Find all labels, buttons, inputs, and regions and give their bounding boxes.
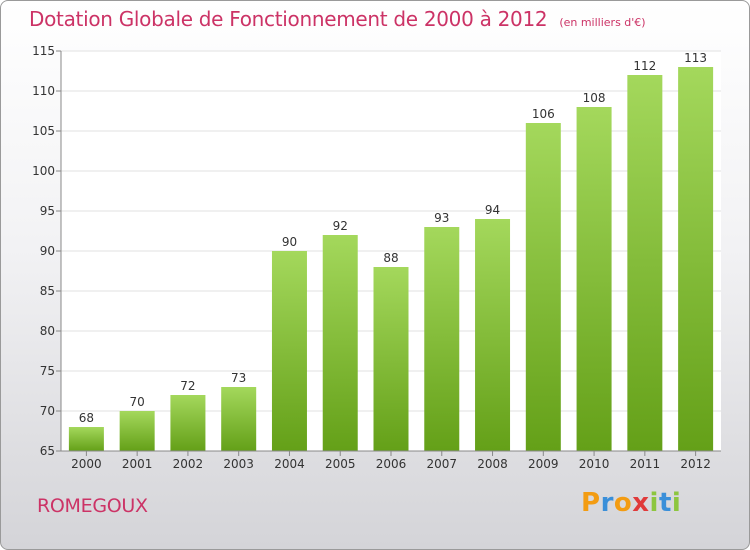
y-tick-label: 75 xyxy=(40,364,55,378)
x-tick-label-2012: 2012 xyxy=(680,457,711,471)
axis-layer: 65 70 75 80 85 90 95 100 105 110 115 2000 2001 2002 20… xyxy=(32,44,721,471)
bar-2005[interactable] xyxy=(322,235,358,451)
value-label-2000: 68 xyxy=(79,411,94,425)
units-note: (en milliers d'€) xyxy=(559,16,646,29)
logo-letter: i xyxy=(671,488,682,518)
y-tick-label: 95 xyxy=(40,204,55,218)
y-tick-label: 105 xyxy=(32,124,55,138)
logo-letter: i xyxy=(649,488,659,518)
bar-2002[interactable] xyxy=(170,395,206,451)
x-tick-label-2006: 2006 xyxy=(376,457,407,471)
y-tick-label: 110 xyxy=(32,84,55,98)
value-label-2004: 90 xyxy=(282,235,297,249)
bar-2011[interactable] xyxy=(627,75,663,451)
chart-title: Dotation Globale de Fonctionnement de 20… xyxy=(29,7,646,31)
x-tick-label-2010: 2010 xyxy=(579,457,610,471)
logo-letter: P xyxy=(581,488,601,518)
y-tick-label: 70 xyxy=(40,404,55,418)
logo-letter: t xyxy=(658,488,672,518)
x-tick-label-2009: 2009 xyxy=(528,457,559,471)
y-tick-label: 90 xyxy=(40,244,55,258)
x-tick-label-2003: 2003 xyxy=(223,457,254,471)
x-tick-label-2005: 2005 xyxy=(325,457,356,471)
value-label-2003: 73 xyxy=(231,371,246,385)
x-tick-label-2008: 2008 xyxy=(477,457,508,471)
logo-letter: x xyxy=(632,488,650,518)
x-tick-label-2000: 2000 xyxy=(71,457,102,471)
bar-2012[interactable] xyxy=(678,67,714,451)
logo-letter: o xyxy=(613,488,633,518)
y-tick-label: 85 xyxy=(40,284,55,298)
logo-letter: r xyxy=(600,488,614,518)
value-label-2002: 72 xyxy=(180,379,195,393)
y-tick-label: 65 xyxy=(40,444,55,458)
value-label-2011: 112 xyxy=(633,59,656,73)
value-label-2006: 88 xyxy=(383,251,398,265)
x-tick-label-2001: 2001 xyxy=(122,457,153,471)
value-label-2007: 93 xyxy=(434,211,449,225)
x-tick-label-2004: 2004 xyxy=(274,457,305,471)
x-tick-label-2007: 2007 xyxy=(426,457,457,471)
proxiti-logo[interactable]: Proxiti xyxy=(581,488,681,518)
value-label-2012: 113 xyxy=(684,51,707,65)
value-label-2001: 70 xyxy=(130,395,145,409)
bar-2003[interactable] xyxy=(221,387,257,451)
bar-layer: 68 70 72 73 90 92 88 93 94 106 108 112 113 xyxy=(68,51,714,451)
bar-2001[interactable] xyxy=(119,411,155,451)
value-label-2009: 106 xyxy=(532,107,555,121)
title-text: Dotation Globale de Fonctionnement de 20… xyxy=(29,7,548,31)
bar-2007[interactable] xyxy=(424,227,460,451)
bar-2004[interactable] xyxy=(271,251,307,451)
y-tick-label: 100 xyxy=(32,164,55,178)
y-tick-label: 80 xyxy=(40,324,55,338)
value-label-2010: 108 xyxy=(583,91,606,105)
value-label-2008: 94 xyxy=(485,203,500,217)
bar-2009[interactable] xyxy=(525,123,561,451)
x-tick-label-2011: 2011 xyxy=(630,457,661,471)
y-tick-label: 115 xyxy=(32,44,55,58)
bar-2006[interactable] xyxy=(373,267,409,451)
commune-name: ROMEGOUX xyxy=(37,495,148,517)
value-label-2005: 92 xyxy=(333,219,348,233)
bar-2010[interactable] xyxy=(576,107,612,451)
x-tick-label-2002: 2002 xyxy=(173,457,204,471)
bar-2008[interactable] xyxy=(475,219,511,451)
bar-2000[interactable] xyxy=(68,427,104,451)
